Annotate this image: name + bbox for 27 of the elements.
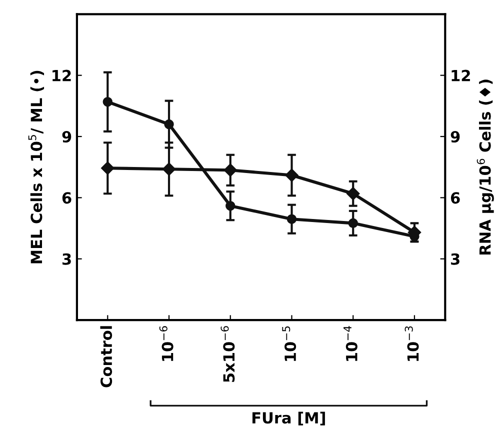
x-axis-title: FUra [M] [252,412,325,426]
y2-tick-label: 12 [452,70,470,82]
point [348,218,358,228]
x-tick-label: Control [100,326,112,388]
y-axis-title: MEL Cells x 10$^{5}$/ ML (•) [28,70,44,264]
x-tick-label: 10$^{−3}$ [404,326,419,361]
y-tick-label: 9 [62,130,72,143]
point [286,214,297,224]
y-tick-label: 3 [62,253,71,265]
y2-axis-title: RNA µg/10$^{6}$ Cells (♦) [476,80,494,254]
y2-tick-label: 3 [451,253,460,265]
point [224,164,237,177]
y2-tick-label: 9 [450,130,460,143]
point [164,119,174,130]
x-tick-label: 10$^{−6}$ [159,326,174,361]
x-tick-label: 10$^{−5}$ [282,326,296,361]
point [101,162,114,175]
y2-tick-label: 6 [450,192,460,204]
y-tick-label: 12 [52,70,71,82]
x-tick-label: 10$^{−4}$ [344,326,358,361]
point [346,187,360,200]
point [162,162,176,176]
y-tick-label: 6 [62,192,72,204]
point [285,168,298,182]
x-tick-label: 5x10$^{−6}$ [220,326,235,382]
point [102,96,113,107]
point [226,200,236,211]
